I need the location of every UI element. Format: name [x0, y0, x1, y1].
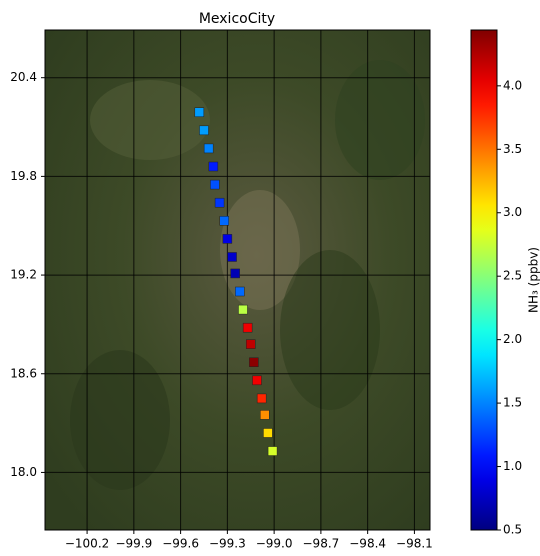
point [231, 269, 240, 278]
colorbar-tick-label: 4.0 [503, 78, 522, 92]
y-tick-label: 19.2 [10, 268, 37, 282]
point [195, 108, 204, 117]
point [204, 144, 213, 153]
point [252, 376, 261, 385]
x-tick-label: −98.7 [303, 537, 340, 551]
colorbar-tick-label: 1.0 [503, 459, 522, 473]
point [228, 252, 237, 261]
colorbar-tick-label: 3.0 [503, 205, 522, 219]
point [249, 358, 258, 367]
colorbar-tick-label: 0.5 [503, 523, 522, 537]
x-tick-label: −99.6 [162, 537, 199, 551]
colorbar-tick-label: 2.0 [503, 332, 522, 346]
x-tick-label: −99.3 [209, 537, 246, 551]
point [243, 323, 252, 332]
y-tick-label: 18.6 [10, 366, 37, 380]
colorbar-tick-label: 3.5 [503, 142, 522, 156]
x-tick-label: −98.4 [349, 537, 386, 551]
colorbar-tick-label: 2.5 [503, 269, 522, 283]
point [220, 216, 229, 225]
y-tick-label: 20.4 [10, 70, 37, 84]
y-tick-label: 18.0 [10, 465, 37, 479]
point [257, 394, 266, 403]
point [235, 287, 244, 296]
map-background [45, 30, 430, 530]
point [210, 180, 219, 189]
point [223, 234, 232, 243]
point [215, 198, 224, 207]
x-tick-label: −100.2 [65, 537, 109, 551]
point [238, 305, 247, 314]
point [199, 126, 208, 135]
point [260, 410, 269, 419]
colorbar-label: NH₃ (ppbv) [527, 247, 540, 313]
point [246, 340, 255, 349]
point [263, 428, 272, 437]
chart-title: MexicoCity [199, 11, 275, 27]
point [268, 447, 277, 456]
chart: MexicoCity NH₃ (ppbv) −100.2 −99.9 −99.6 −9… [0, 0, 540, 552]
point [209, 162, 218, 171]
y-tick-label: 19.8 [10, 169, 37, 183]
x-tick-label: −99.9 [115, 537, 152, 551]
x-tick-label: −99.0 [256, 537, 293, 551]
colorbar [471, 30, 497, 530]
x-tick-label: −98.1 [396, 537, 433, 551]
colorbar-tick-label: 1.5 [503, 396, 522, 410]
